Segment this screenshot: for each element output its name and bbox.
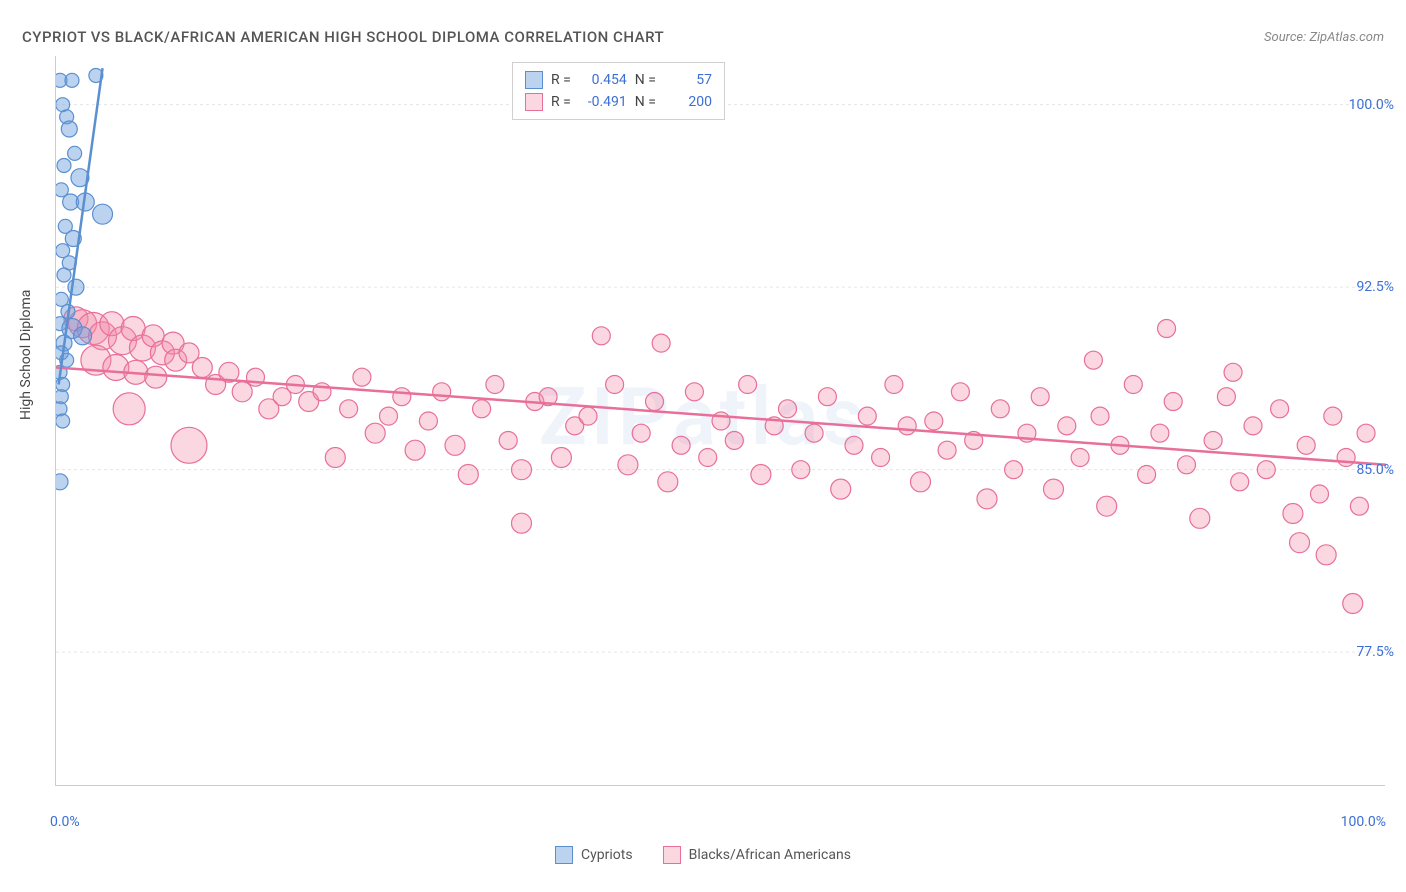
r-value-pink: -0.491 (579, 91, 627, 113)
n-value-pink: 200 (664, 91, 712, 113)
source-label: Source: (1264, 30, 1309, 45)
n-label: N = (635, 69, 656, 91)
legend-item-pink: Blacks/African Americans (663, 846, 851, 864)
r-label: R = (551, 69, 571, 91)
legend-label-pink: Blacks/African Americans (689, 847, 851, 863)
series-legend: Cypriots Blacks/African Americans (0, 846, 1406, 864)
r-value-blue: 0.454 (579, 69, 627, 91)
chart-title: CYPRIOT VS BLACK/AFRICAN AMERICAN HIGH S… (22, 28, 664, 46)
legend-swatch-pink (525, 93, 543, 111)
source-name: ZipAtlas.com (1309, 30, 1384, 45)
r-label: R = (551, 91, 571, 113)
n-value-blue: 57 (664, 69, 712, 91)
plot-area (55, 56, 1385, 786)
n-label: N = (635, 91, 656, 113)
legend-label-blue: Cypriots (581, 847, 633, 863)
x-min-label: 0.0% (50, 814, 80, 830)
legend-item-blue: Cypriots (555, 846, 633, 864)
legend-swatch-blue (555, 846, 573, 864)
legend-swatch-blue (525, 71, 543, 89)
legend-row-pink: R = -0.491 N = 200 (525, 91, 712, 113)
correlation-legend: R = 0.454 N = 57 R = -0.491 N = 200 (512, 62, 725, 120)
source-credit: Source: ZipAtlas.com (1264, 30, 1384, 45)
y-axis-label: High School Diploma (18, 290, 34, 420)
x-max-label: 100.0% (1341, 814, 1386, 830)
chart-svg (56, 56, 1386, 786)
chart-container: CYPRIOT VS BLACK/AFRICAN AMERICAN HIGH S… (0, 0, 1406, 892)
y-tick-label: 77.5% (1356, 644, 1394, 660)
y-tick-label: 100.0% (1349, 97, 1394, 113)
legend-swatch-pink (663, 846, 681, 864)
y-tick-label: 92.5% (1356, 279, 1394, 295)
legend-row-blue: R = 0.454 N = 57 (525, 69, 712, 91)
y-tick-label: 85.0% (1356, 462, 1394, 478)
